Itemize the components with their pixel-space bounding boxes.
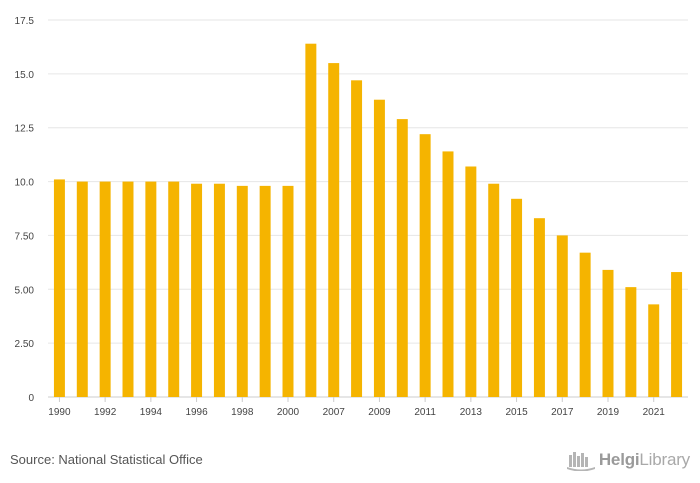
x-tick-label: 2017 xyxy=(551,407,574,418)
bar xyxy=(556,235,568,397)
x-tick-label: 2015 xyxy=(505,407,528,418)
x-tick-label: 2011 xyxy=(414,407,436,418)
x-tick-label: 2007 xyxy=(323,407,346,418)
bar xyxy=(305,43,317,397)
x-tick-label: 1994 xyxy=(140,407,163,418)
x-tick-label: 2019 xyxy=(597,407,620,418)
bar xyxy=(648,304,660,397)
y-tick-label: 0 xyxy=(28,393,34,404)
bar xyxy=(373,99,385,398)
y-tick-label: 12.5 xyxy=(15,124,35,135)
bar xyxy=(76,181,88,397)
bar xyxy=(419,134,431,398)
bar xyxy=(213,183,225,397)
x-tick-label: 2009 xyxy=(368,407,391,418)
x-tick-label: 1992 xyxy=(94,407,117,418)
bar xyxy=(465,166,477,397)
chart-footer: Source: National Statistical Office Helg… xyxy=(0,440,700,483)
bar xyxy=(488,183,500,397)
bar xyxy=(579,252,591,397)
y-tick-label: 17.5 xyxy=(15,16,35,27)
bar xyxy=(511,198,523,397)
y-tick-label: 5.00 xyxy=(15,285,35,296)
bar xyxy=(53,179,65,397)
y-tick-label: 7.50 xyxy=(15,231,35,242)
bar xyxy=(122,181,134,397)
x-tick-label: 2000 xyxy=(277,407,300,418)
bar xyxy=(236,185,248,397)
bar xyxy=(259,185,271,397)
x-tick-label: 2021 xyxy=(643,407,666,418)
source-note: Source: National Statistical Office xyxy=(10,452,203,467)
x-tick-label: 1996 xyxy=(185,407,208,418)
helgilibrary-logo: HelgiLibrary xyxy=(566,448,690,472)
bar xyxy=(191,183,203,397)
bar xyxy=(145,181,157,397)
bar-chart: 0 2.50 5.00 7.50 10.0 12.5 15.0 17.5 1990 1992 199… xyxy=(15,16,688,418)
bar xyxy=(282,185,294,397)
x-tick-label: 1998 xyxy=(231,407,254,418)
bar xyxy=(168,181,180,397)
bar xyxy=(328,63,340,397)
bar xyxy=(533,218,545,397)
library-books-icon xyxy=(566,452,595,471)
bar xyxy=(671,272,683,397)
y-tick-label: 10.0 xyxy=(15,178,35,189)
bar xyxy=(351,80,363,397)
y-tick-label: 2.50 xyxy=(15,339,35,350)
x-tick-label: 2013 xyxy=(460,407,483,418)
y-tick-label: 15.0 xyxy=(15,70,35,81)
bar xyxy=(625,287,637,397)
bar xyxy=(602,269,614,397)
logo-text: HelgiLibrary xyxy=(598,450,690,469)
bar xyxy=(396,119,408,398)
bar xyxy=(99,181,111,397)
x-tick-label: 1990 xyxy=(48,407,71,418)
bar xyxy=(442,151,454,397)
